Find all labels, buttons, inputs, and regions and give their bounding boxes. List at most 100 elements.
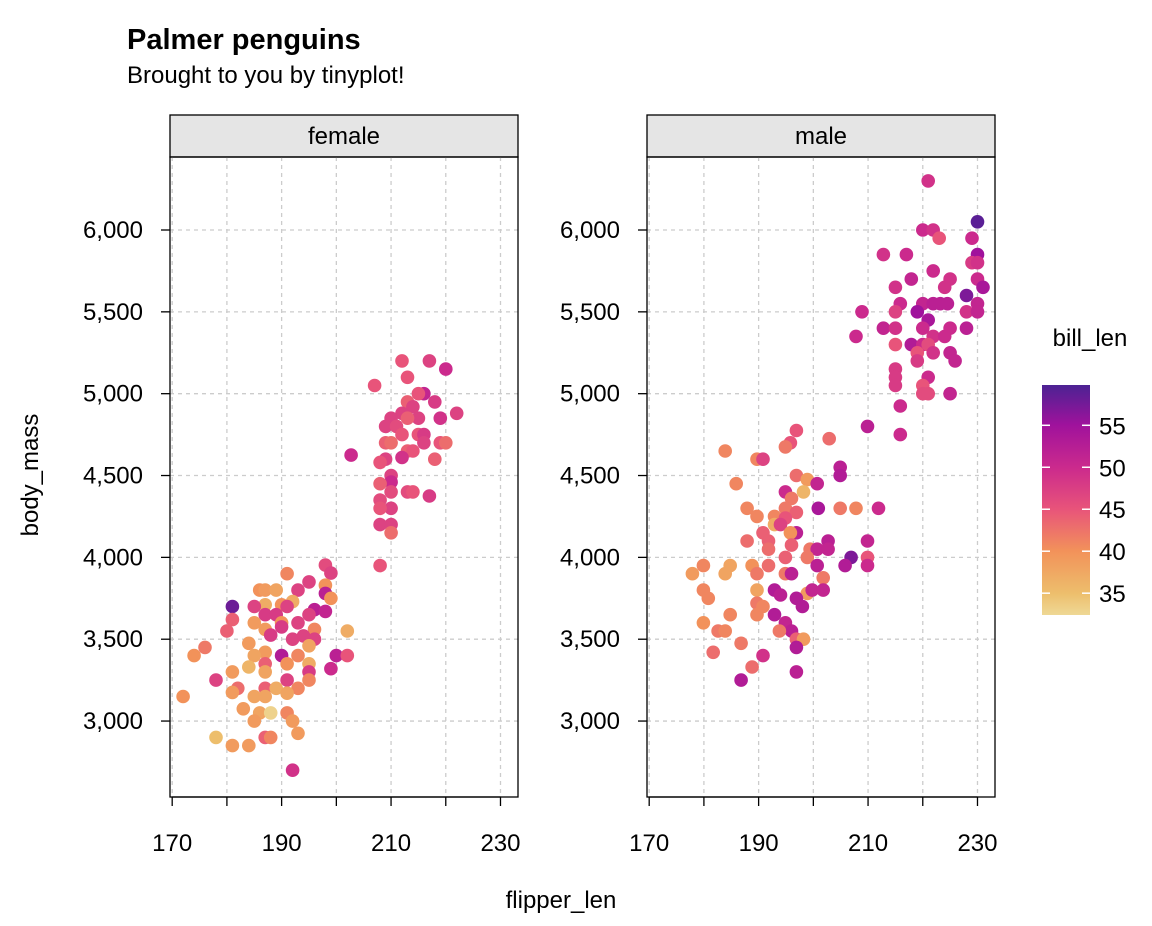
y-tick-label: 3,500	[560, 626, 620, 653]
data-point	[860, 419, 875, 434]
data-point	[242, 738, 256, 753]
data-point	[269, 681, 284, 696]
legend-title: bill_len	[1053, 325, 1128, 352]
data-point	[274, 620, 289, 634]
data-point	[247, 689, 262, 704]
data-point	[706, 645, 720, 660]
data-point	[324, 566, 338, 580]
data-point	[433, 411, 448, 426]
data-point	[926, 346, 940, 360]
data-point	[937, 280, 952, 295]
data-point	[772, 624, 787, 638]
data-point	[718, 444, 732, 458]
y-tick-label: 4,000	[560, 544, 620, 571]
data-point	[718, 624, 732, 638]
data-point	[280, 599, 294, 614]
data-point	[789, 665, 804, 679]
data-point	[970, 215, 985, 229]
data-point	[740, 534, 754, 548]
facet-strip-label: male	[795, 123, 847, 150]
data-point	[209, 730, 223, 745]
facet-strip	[169, 114, 519, 158]
data-point	[406, 485, 420, 499]
y-tick-label: 6,000	[560, 217, 620, 244]
data-point	[422, 354, 437, 368]
data-point	[899, 247, 914, 262]
data-point	[263, 628, 278, 642]
data-point	[428, 452, 442, 467]
y-tick-label: 4,500	[83, 463, 143, 490]
data-point	[740, 501, 754, 516]
data-point	[439, 362, 453, 376]
data-point	[225, 599, 240, 614]
data-point	[916, 223, 930, 237]
data-point	[225, 612, 240, 627]
data-point	[773, 588, 788, 602]
data-point	[805, 583, 819, 597]
data-point	[280, 673, 294, 687]
y-tick-label: 5,500	[560, 299, 620, 326]
data-point	[258, 598, 273, 612]
data-point	[833, 468, 847, 483]
x-tick-label: 190	[739, 830, 779, 857]
facets: female 170 190 210 230 3,000 3,500 4,000 4,500 5,…	[83, 114, 998, 857]
legend-tick-label: 45	[1099, 497, 1126, 524]
data-point	[921, 174, 935, 188]
data-point	[324, 661, 338, 676]
data-point	[849, 329, 863, 344]
data-point	[220, 624, 234, 638]
data-point	[280, 657, 294, 671]
data-point	[778, 440, 793, 454]
data-point	[291, 583, 305, 597]
data-point	[761, 558, 776, 573]
data-point	[395, 450, 409, 465]
x-tick-label: 170	[152, 830, 192, 857]
data-point	[422, 489, 437, 503]
data-point	[302, 575, 316, 589]
data-point	[373, 558, 387, 573]
data-point	[800, 550, 815, 565]
data-point	[948, 354, 962, 368]
data-point	[789, 640, 804, 655]
data-point	[910, 354, 925, 368]
data-point	[225, 738, 240, 753]
data-point	[696, 616, 711, 630]
x-axis-label: flipper_len	[506, 887, 617, 914]
data-point	[247, 648, 262, 663]
data-point	[767, 607, 782, 622]
data-point	[734, 636, 748, 651]
data-point	[784, 566, 799, 581]
data-point	[296, 629, 311, 643]
data-point	[384, 485, 398, 499]
data-point	[225, 685, 240, 700]
data-point	[750, 607, 764, 622]
data-point	[849, 501, 863, 516]
data-point	[816, 571, 830, 585]
data-point	[718, 566, 732, 581]
data-point	[285, 714, 300, 728]
data-point	[373, 517, 387, 532]
data-point	[258, 689, 273, 704]
data-point	[411, 411, 426, 426]
color-legend: bill_len 35 40 45 50 55	[1042, 325, 1127, 615]
data-point	[796, 485, 811, 499]
facet-strip-label: female	[308, 123, 380, 150]
y-tick-label: 4,500	[560, 463, 620, 490]
data-point	[910, 305, 925, 319]
legend-tick-label: 35	[1099, 581, 1126, 608]
facet-female: female 170 190 210 230 3,000 3,500 4,000 4,500 5,…	[83, 114, 521, 857]
data-point	[247, 599, 262, 614]
data-point	[269, 583, 284, 597]
y-tick-label: 4,000	[83, 544, 143, 571]
data-point	[406, 400, 420, 414]
data-point	[810, 558, 824, 573]
data-point	[756, 452, 770, 467]
data-point	[242, 660, 256, 674]
data-point	[959, 288, 974, 303]
data-point	[916, 321, 930, 336]
data-point	[821, 542, 835, 556]
data-point	[871, 501, 886, 516]
x-tick-label: 210	[848, 830, 888, 857]
data-point	[745, 660, 759, 674]
panel-frame	[646, 156, 996, 798]
